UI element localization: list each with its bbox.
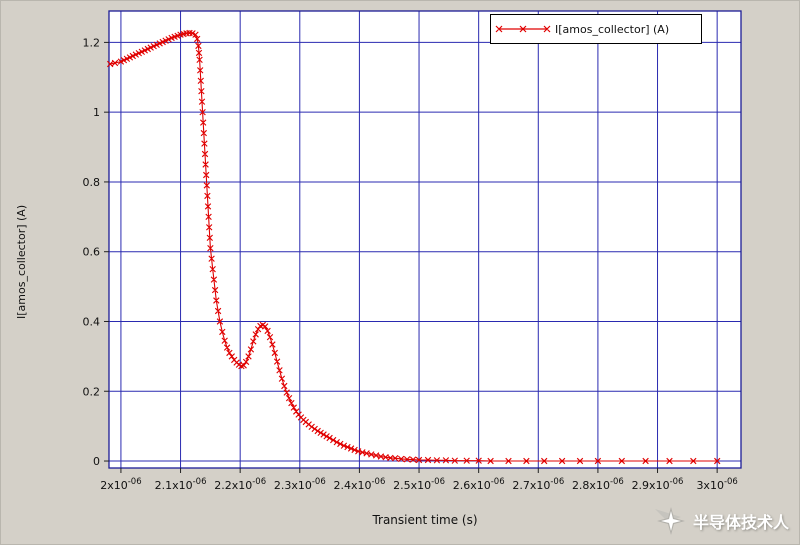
- legend-label: I[amos_collector] (A): [555, 22, 670, 36]
- legend-sample-markers: [495, 25, 551, 33]
- watermark: 半导体技术人: [654, 506, 789, 536]
- plot-frame: [108, 10, 742, 469]
- x-tick-label: 2.4x10-06: [333, 477, 385, 492]
- x-tick-label: 2.5x10-06: [393, 477, 445, 492]
- x-tick-label: 2.6x10-06: [453, 477, 505, 492]
- y-tick-label: 0.4: [83, 315, 101, 328]
- y-tick-label: 0.2: [83, 385, 101, 398]
- y-tick-label: 0: [93, 455, 100, 468]
- plot-background: [109, 11, 741, 468]
- legend: I[amos_collector] (A): [490, 14, 702, 44]
- x-tick-label: 2.3x10-06: [274, 477, 326, 492]
- y-tick-label: 0.8: [83, 176, 101, 189]
- x-tick-label: 2x10-06: [100, 477, 141, 492]
- x-tick-label: 3x10-06: [696, 477, 737, 492]
- x-tick-label: 2.8x10-06: [572, 477, 624, 492]
- x-tick-label: 2.9x10-06: [632, 477, 684, 492]
- x-axis-title: Transient time (s): [372, 513, 478, 527]
- legend-line-sample: [495, 25, 551, 33]
- y-tick-label: 1: [93, 106, 100, 119]
- watermark-logo-icon: [654, 507, 685, 535]
- logo-star-front: [660, 511, 681, 531]
- watermark-text: 半导体技术人: [692, 513, 789, 532]
- series-markers: [107, 29, 721, 465]
- y-axis-title: I[amos_collector] (A): [15, 204, 28, 319]
- x-tick-label: 2.7x10-06: [512, 477, 564, 492]
- y-tick-label: 1.2: [83, 36, 101, 49]
- x-tick-label: 2.1x10-06: [155, 477, 207, 492]
- y-tick-label: 0.6: [83, 246, 101, 259]
- x-tick-label: 2.2x10-06: [214, 477, 266, 492]
